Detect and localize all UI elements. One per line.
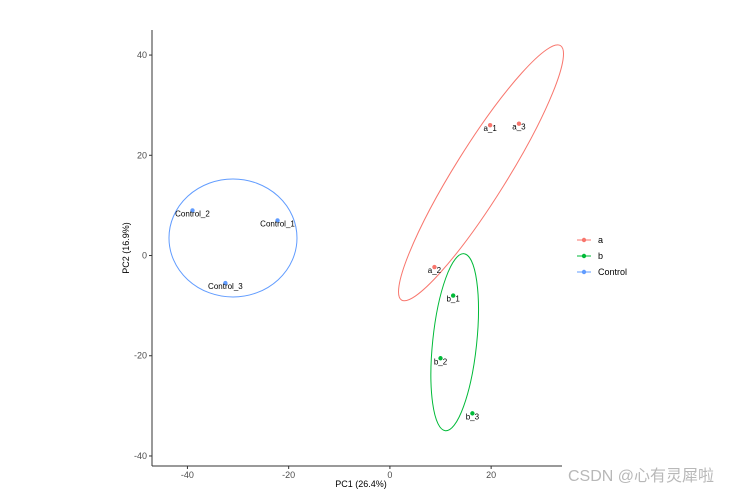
ellipse-a <box>398 44 565 302</box>
y-tick-label: 40 <box>137 50 147 60</box>
legend-item-b: b <box>577 251 603 261</box>
ellipse-control <box>168 178 298 298</box>
point-a_3 <box>516 121 522 126</box>
point-b_1 <box>450 293 456 298</box>
legend-item-control: Control <box>577 267 627 277</box>
point-label-a_2: a_2 <box>428 266 442 275</box>
ticks: -40 -20 0 20 -40 -20 0 20 40 <box>134 50 496 480</box>
legend-label: a <box>598 235 603 245</box>
point-label-control_1: Control_1 <box>260 219 295 228</box>
legend-key-point <box>581 269 587 275</box>
point-b_3 <box>470 411 475 416</box>
point-a_2 <box>432 264 437 270</box>
point-label-a_1: a_1 <box>483 124 497 133</box>
x-tick-label: 20 <box>486 470 496 480</box>
x-tick-label: 0 <box>387 470 392 480</box>
point-control_3 <box>223 280 228 286</box>
ellipse-b <box>430 253 479 432</box>
watermark: CSDN @心有灵犀啦 <box>568 468 715 485</box>
y-tick-label: 20 <box>137 150 147 160</box>
y-tick-label: -40 <box>134 451 147 461</box>
point-label-control_2: Control_2 <box>175 209 210 218</box>
x-tick-label: -20 <box>282 470 295 480</box>
x-axis-title: PC1 (26.4%) <box>335 479 387 489</box>
legend: ab Control <box>577 235 627 277</box>
point-control_1 <box>275 218 280 223</box>
y-tick-label: -20 <box>134 351 147 361</box>
point-label-b_2: b_2 <box>434 357 448 366</box>
axes <box>151 30 562 467</box>
confidence-ellipses <box>168 44 565 432</box>
point-label-a_3: a_3 <box>512 123 526 132</box>
point-b_2 <box>438 356 443 361</box>
legend-label: Control <box>598 267 627 277</box>
point-label-b_1: b_1 <box>446 295 460 304</box>
y-tick-label: 0 <box>142 251 147 261</box>
y-axis-title: PC2 (16.9%) <box>121 222 131 274</box>
point-a_1 <box>487 123 493 128</box>
x-tick-label: -40 <box>181 470 194 480</box>
point-label-control_3: Control_3 <box>208 282 243 291</box>
legend-key-point <box>581 237 587 243</box>
data-points <box>190 121 522 416</box>
legend-key-point <box>581 253 587 259</box>
point-label-b_3: b_3 <box>466 412 480 421</box>
point-control_2 <box>190 208 195 213</box>
legend-label: b <box>598 251 603 261</box>
legend-item-a: a <box>577 235 603 245</box>
point-labels: a_1 a_2 a_3 b_1 b_2 b_3 Control_1 Control_2 Cont… <box>175 123 526 422</box>
